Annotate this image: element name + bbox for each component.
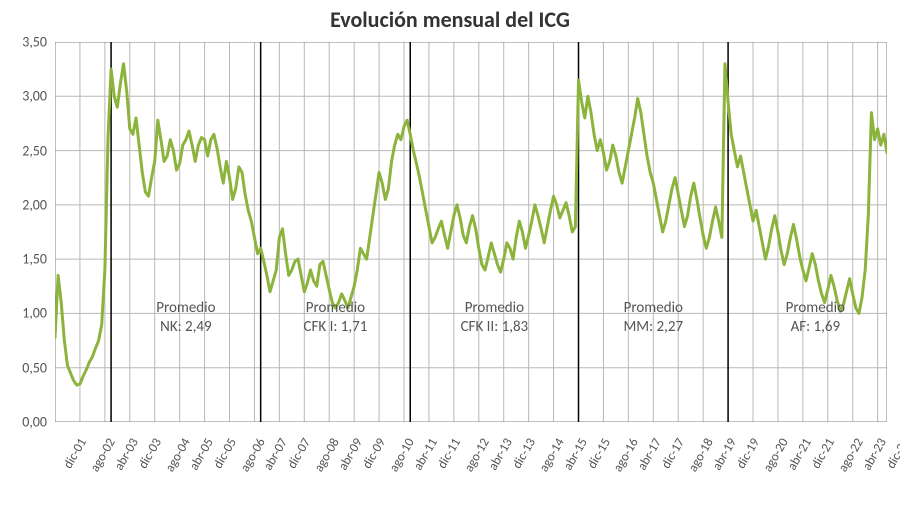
- period-annotation: PromedioMM: 2,27: [598, 299, 708, 337]
- period-annotation: PromedioAF: 1,69: [760, 299, 870, 337]
- annotation-label: Promedio: [131, 299, 241, 318]
- chart-container: Evolución mensual del ICG 0,00 0,50 1,00 1,…: [0, 0, 900, 505]
- chart-title: Evolución mensual del ICG: [0, 6, 900, 33]
- x-tick-label: ago-16: [611, 436, 642, 475]
- annotation-value: CFK II: 1,83: [439, 318, 549, 337]
- y-tick-label: 2,50: [0, 142, 47, 159]
- annotation-value: NK: 2,49: [131, 318, 241, 337]
- x-tick-label: ago-10: [387, 436, 418, 475]
- annotation-value: AF: 1,69: [760, 318, 870, 337]
- y-tick-label: 3,50: [0, 34, 47, 51]
- period-annotation: PromedioCFK II: 1,83: [439, 299, 549, 337]
- plot-area: [55, 42, 887, 422]
- y-tick-label: 1,50: [0, 251, 47, 268]
- period-annotation: PromedioCFK I: 1,71: [280, 299, 390, 337]
- x-tick-label: ago-12: [462, 436, 493, 475]
- y-tick-label: 1,00: [0, 305, 47, 322]
- period-annotation: PromedioNK: 2,49: [131, 299, 241, 337]
- x-tick-label: dic-09: [360, 436, 389, 472]
- y-tick-label: 0,50: [0, 359, 47, 376]
- x-tick-label: dic-19: [734, 436, 763, 472]
- x-tick-label: ago-06: [237, 436, 268, 475]
- y-tick-label: 3,00: [0, 88, 47, 105]
- x-tick-label: dic-17: [659, 436, 688, 472]
- x-tick-label: ago-20: [761, 436, 792, 475]
- y-tick-label: 2,00: [0, 196, 47, 213]
- x-tick-label: ago-08: [312, 436, 343, 475]
- x-tick-label: dic-11: [435, 436, 464, 472]
- x-tick-label: dic-21: [809, 436, 838, 472]
- x-tick-label: ago-02: [88, 436, 119, 475]
- annotation-label: Promedio: [439, 299, 549, 318]
- annotation-value: CFK I: 1,71: [280, 318, 390, 337]
- annotation-label: Promedio: [280, 299, 390, 318]
- y-tick-label: 0,00: [0, 414, 47, 431]
- x-tick-label: ago-14: [536, 436, 567, 475]
- annotation-label: Promedio: [598, 299, 708, 318]
- x-tick-label: dic-03: [136, 436, 165, 472]
- x-tick-label: dic-01: [61, 436, 90, 472]
- x-tick-label: ago-18: [686, 436, 717, 475]
- x-tick-label: dic-07: [285, 436, 314, 472]
- chart-svg: [55, 42, 887, 422]
- x-tick-label: ago-04: [162, 436, 193, 475]
- annotation-value: MM: 2,27: [598, 318, 708, 337]
- annotation-label: Promedio: [760, 299, 870, 318]
- x-tick-label: ago-22: [835, 436, 866, 475]
